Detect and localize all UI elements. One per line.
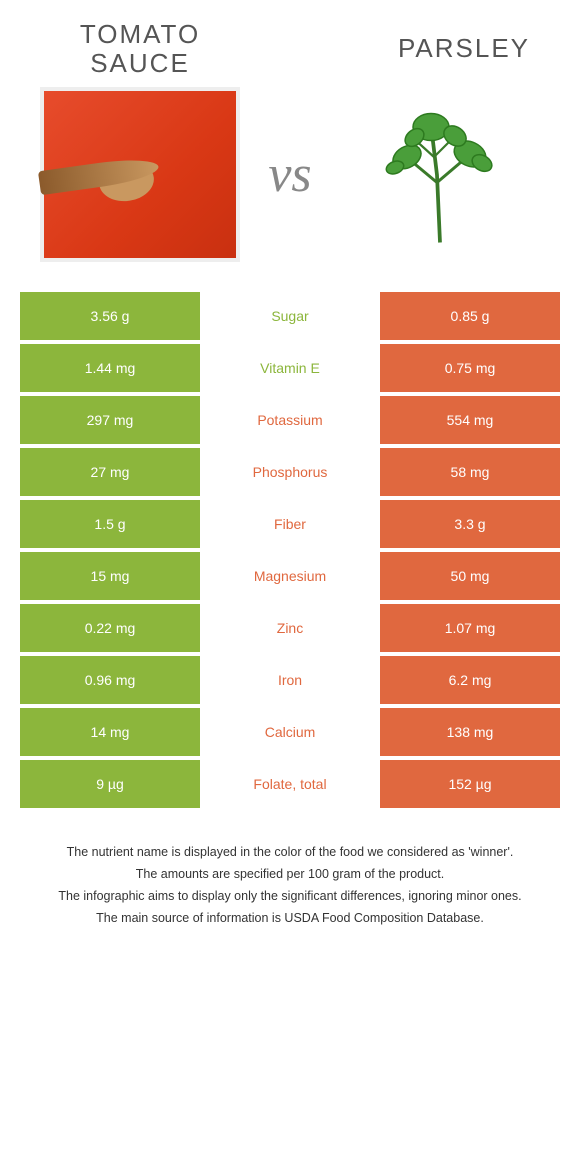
right-value: 152 µg (380, 760, 560, 808)
left-value: 15 mg (20, 552, 200, 600)
nutrient-row: 9 µgFolate, total152 µg (20, 760, 560, 808)
left-food-image (40, 87, 240, 262)
left-food-title: TOMATO SAUCE (40, 20, 240, 77)
nutrient-row: 1.44 mgVitamin E0.75 mg (20, 344, 560, 392)
nutrient-label: Calcium (200, 708, 380, 756)
images-row: vs (0, 87, 580, 282)
nutrient-label: Vitamin E (200, 344, 380, 392)
footer-line-3: The infographic aims to display only the… (30, 886, 550, 906)
nutrient-row: 14 mgCalcium138 mg (20, 708, 560, 756)
right-food-title: Parsley (340, 34, 540, 63)
right-food-image (340, 87, 540, 262)
left-value: 1.44 mg (20, 344, 200, 392)
nutrient-row: 1.5 gFiber3.3 g (20, 500, 560, 548)
nutrient-table: 3.56 gSugar0.85 g1.44 mgVitamin E0.75 mg… (20, 292, 560, 808)
left-value: 0.96 mg (20, 656, 200, 704)
vs-label: vs (268, 145, 311, 204)
right-value: 0.85 g (380, 292, 560, 340)
nutrient-label: Zinc (200, 604, 380, 652)
footer: The nutrient name is displayed in the co… (0, 812, 580, 928)
left-value: 14 mg (20, 708, 200, 756)
nutrient-row: 0.22 mgZinc1.07 mg (20, 604, 560, 652)
left-value: 3.56 g (20, 292, 200, 340)
right-value: 138 mg (380, 708, 560, 756)
nutrient-label: Magnesium (200, 552, 380, 600)
header: TOMATO SAUCE Parsley (0, 0, 580, 87)
footer-line-1: The nutrient name is displayed in the co… (30, 842, 550, 862)
parsley-icon (360, 100, 520, 250)
nutrient-label: Folate, total (200, 760, 380, 808)
nutrient-row: 27 mgPhosphorus58 mg (20, 448, 560, 496)
left-value: 0.22 mg (20, 604, 200, 652)
nutrient-label: Potassium (200, 396, 380, 444)
right-value: 50 mg (380, 552, 560, 600)
nutrient-row: 15 mgMagnesium50 mg (20, 552, 560, 600)
right-value: 0.75 mg (380, 344, 560, 392)
right-value: 554 mg (380, 396, 560, 444)
right-value: 58 mg (380, 448, 560, 496)
left-value: 1.5 g (20, 500, 200, 548)
left-value: 9 µg (20, 760, 200, 808)
nutrient-label: Fiber (200, 500, 380, 548)
nutrient-label: Sugar (200, 292, 380, 340)
nutrient-row: 3.56 gSugar0.85 g (20, 292, 560, 340)
right-value: 1.07 mg (380, 604, 560, 652)
right-value: 3.3 g (380, 500, 560, 548)
nutrient-label: Phosphorus (200, 448, 380, 496)
nutrient-row: 0.96 mgIron6.2 mg (20, 656, 560, 704)
nutrient-label: Iron (200, 656, 380, 704)
right-value: 6.2 mg (380, 656, 560, 704)
footer-line-2: The amounts are specified per 100 gram o… (30, 864, 550, 884)
footer-line-4: The main source of information is USDA F… (30, 908, 550, 928)
left-value: 297 mg (20, 396, 200, 444)
nutrient-row: 297 mgPotassium554 mg (20, 396, 560, 444)
left-value: 27 mg (20, 448, 200, 496)
